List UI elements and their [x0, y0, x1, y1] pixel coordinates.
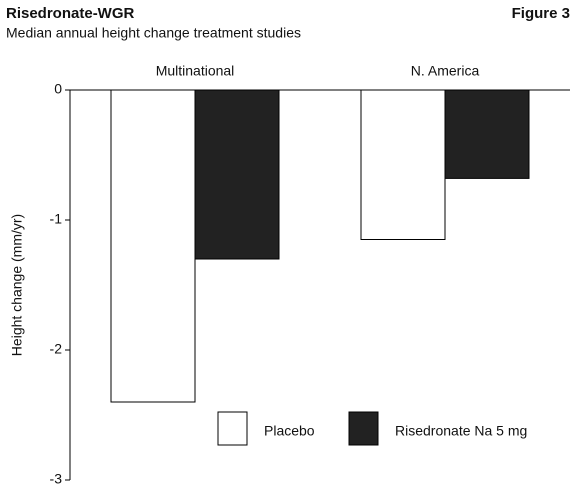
y-tick-label: -1 [50, 211, 63, 227]
x-tick-label: Multinational [156, 63, 235, 79]
legend-swatch [348, 411, 379, 446]
figure-label: Figure 3 [512, 5, 570, 22]
y-tick-label: 0 [54, 81, 62, 97]
chart-title: Risedronate-WGR [6, 5, 135, 22]
legend-label: Placebo [264, 423, 315, 439]
y-tick-label: -2 [50, 341, 63, 357]
legend-label: Risedronate Na 5 mg [395, 423, 527, 439]
x-tick-label: N. America [411, 63, 480, 79]
legend-swatch [217, 411, 248, 446]
y-axis-label: Height change (mm/yr) [9, 214, 25, 356]
chart-subtitle: Median annual height change treatment st… [6, 25, 301, 41]
bar [194, 89, 280, 260]
bar [444, 89, 530, 179]
bar [360, 89, 446, 240]
y-tick-label: -3 [50, 471, 63, 487]
bar [110, 89, 196, 403]
